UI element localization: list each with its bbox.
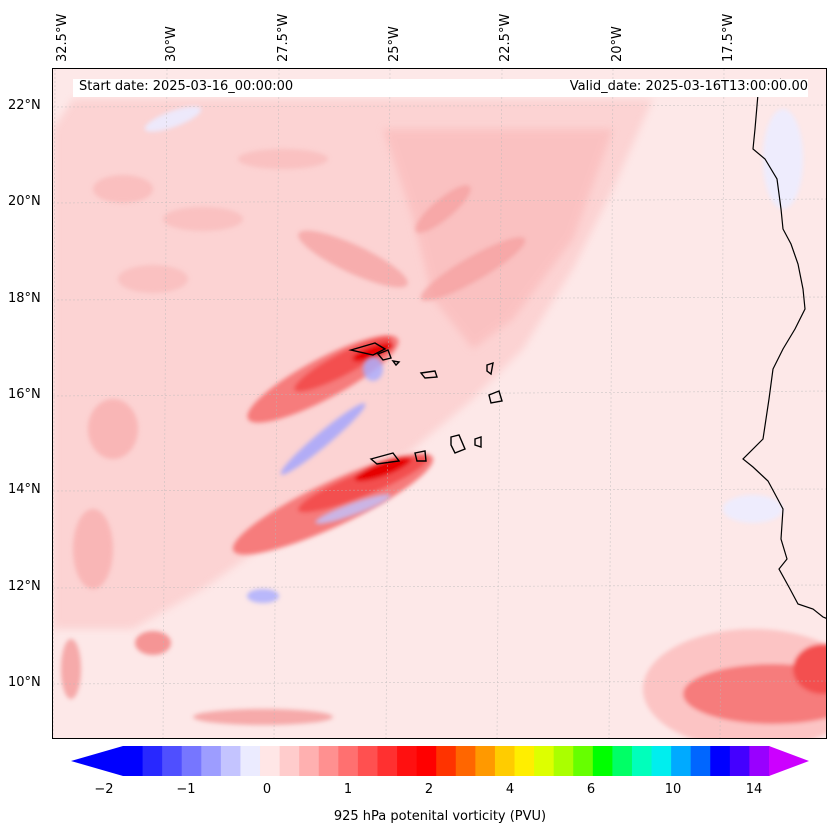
lon-label-32.5w: 32.5°W xyxy=(55,13,70,62)
colorbar-cell xyxy=(671,746,692,776)
colorbar-under-arrow xyxy=(71,746,123,776)
pv-southeast-maximum xyxy=(643,629,826,738)
colorbar-cell xyxy=(397,746,418,776)
lat-label-10n: 10°N xyxy=(8,675,41,690)
colorbar-cell xyxy=(416,746,437,776)
african-coastline xyxy=(742,78,826,619)
info-strip xyxy=(73,79,808,97)
colorbar-cell xyxy=(749,746,770,776)
colorbar-cell xyxy=(710,746,731,776)
colorbar-cell xyxy=(220,746,242,776)
colorbar-cell xyxy=(201,746,222,776)
colorbar-cell xyxy=(475,746,496,776)
colorbar-cell xyxy=(338,746,359,776)
colorbar-cell xyxy=(162,746,183,776)
colorbar-tick-0: 0 xyxy=(262,782,272,797)
colorbar-cell xyxy=(142,746,163,776)
colorbar xyxy=(71,746,809,776)
lon-label-27.5w: 27.5°W xyxy=(276,13,291,62)
lat-label-22n: 22°N xyxy=(8,98,41,113)
map-panel: Start date: 2025-03-16_00:00:00 Valid_da… xyxy=(52,68,827,739)
colorbar-tick-2: 2 xyxy=(424,782,434,797)
pv-negative-streaks xyxy=(144,106,803,603)
pv-field-map xyxy=(53,69,826,738)
colorbar-cell xyxy=(690,746,711,776)
colorbar-cell xyxy=(573,746,594,776)
colorbar-tick-14: 14 xyxy=(745,782,763,797)
lat-label-12n: 12°N xyxy=(8,579,41,594)
pv-blobs xyxy=(61,149,526,725)
colorbar-cell xyxy=(631,746,653,776)
start-date-label: Start date: 2025-03-16_00:00:00 xyxy=(79,79,294,94)
colorbar-cell xyxy=(729,746,751,776)
colorbar-cell xyxy=(260,746,281,776)
colorbar-cell xyxy=(514,746,535,776)
valid-date-label: Valid_date: 2025-03-16T13:00:00.00 xyxy=(569,79,808,94)
graticule xyxy=(53,69,826,738)
lon-label-25w: 25°W xyxy=(387,26,402,62)
colorbar-cell xyxy=(357,746,379,776)
colorbar-tick-neg1: −1 xyxy=(176,782,196,797)
pv-streak-lower xyxy=(232,453,434,555)
colorbar-tick-neg2: −2 xyxy=(94,782,114,797)
lat-label-18n: 18°N xyxy=(8,291,41,306)
cape-verde-islands xyxy=(348,342,503,465)
colorbar-cell xyxy=(240,746,261,776)
colorbar-cell xyxy=(181,746,202,776)
colorbar-cells xyxy=(123,746,770,776)
colorbar-cell xyxy=(279,746,300,776)
colorbar-cell xyxy=(612,746,633,776)
colorbar-cell xyxy=(553,746,574,776)
colorbar-tick-10: 10 xyxy=(664,782,682,797)
colorbar-cell xyxy=(651,746,672,776)
colorbar-cell xyxy=(436,746,457,776)
colorbar-cell xyxy=(299,746,320,776)
colorbar-cell xyxy=(377,746,398,776)
colorbar-tick-4: 4 xyxy=(505,782,515,797)
colorbar-tick-1: 1 xyxy=(343,782,353,797)
lon-label-22.5w: 22.5°W xyxy=(498,13,513,62)
colorbar-cell xyxy=(318,746,339,776)
lat-label-14n: 14°N xyxy=(8,482,41,497)
colorbar-cell xyxy=(534,746,555,776)
colorbar-cell xyxy=(494,746,516,776)
lon-label-17.5w: 17.5°W xyxy=(721,13,736,62)
colorbar-tick-6: 6 xyxy=(586,782,596,797)
lat-label-16n: 16°N xyxy=(8,387,41,402)
colorbar-cell xyxy=(123,746,144,776)
colorbar-cell xyxy=(455,746,476,776)
lat-label-20n: 20°N xyxy=(8,194,41,209)
colorbar-label: 925 hPa potenital vorticity (PVU) xyxy=(333,809,547,824)
colorbar-over-arrow xyxy=(769,746,809,776)
lon-label-30w: 30°W xyxy=(164,26,179,62)
lon-label-20w: 20°W xyxy=(610,26,625,62)
colorbar-cell xyxy=(592,746,613,776)
